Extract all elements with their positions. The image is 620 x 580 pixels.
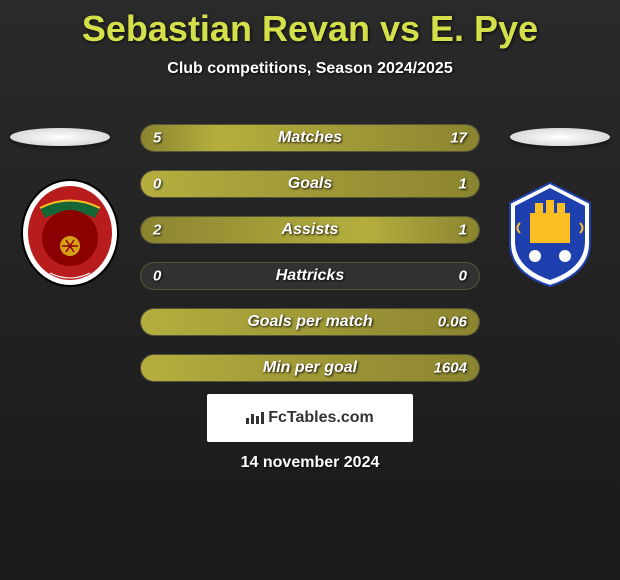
stat-row: 0Hattricks0 (140, 262, 480, 290)
player-marker-right (510, 128, 610, 146)
stat-label: Min per goal (141, 359, 479, 377)
stat-label: Goals per match (141, 313, 479, 331)
stat-value-right: 1604 (434, 360, 467, 377)
stat-label: Goals (141, 175, 479, 193)
stat-value-right: 0.06 (438, 314, 467, 331)
page-title: Sebastian Revan vs E. Pye (0, 0, 620, 50)
brand-chart-icon (246, 410, 264, 427)
stat-value-right: 1 (459, 222, 467, 239)
player-marker-left (10, 128, 110, 146)
stat-label: Hattricks (141, 267, 479, 285)
stat-row: 2Assists1 (140, 216, 480, 244)
stat-value-right: 0 (459, 268, 467, 285)
brand-text: FcTables.com (268, 409, 374, 427)
stats-container: 5Matches170Goals12Assists10Hattricks0Goa… (140, 124, 480, 400)
stat-label: Assists (141, 221, 479, 239)
wrexham-badge-icon (20, 178, 120, 288)
stat-value-right: 17 (450, 130, 467, 147)
stat-label: Matches (141, 129, 479, 147)
stat-row: Goals per match0.06 (140, 308, 480, 336)
stat-row: 0Goals1 (140, 170, 480, 198)
stat-row: Min per goal1604 (140, 354, 480, 382)
brand-box: FcTables.com (207, 394, 413, 442)
subtitle: Club competitions, Season 2024/2025 (0, 60, 620, 78)
stockport-badge-icon (500, 178, 600, 288)
date-text: 14 november 2024 (0, 454, 620, 472)
club-badge-right (500, 178, 600, 288)
stat-row: 5Matches17 (140, 124, 480, 152)
club-badge-left (20, 178, 120, 288)
stat-value-right: 1 (459, 176, 467, 193)
